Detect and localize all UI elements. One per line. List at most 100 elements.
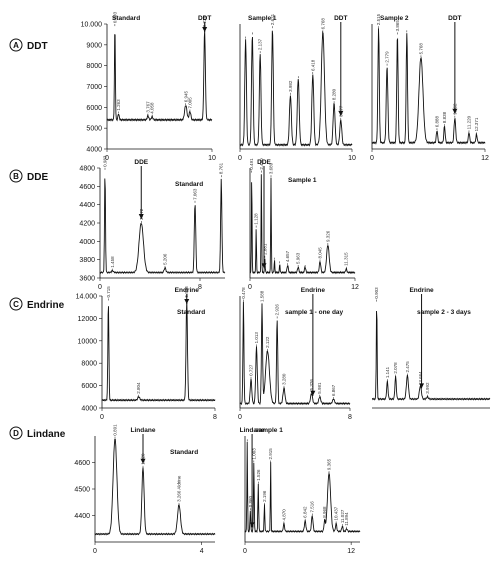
y-tick-label: 4000 xyxy=(86,147,102,154)
row-letter: C xyxy=(13,300,19,309)
peak-label: 8.761 xyxy=(219,162,224,174)
row-letter-circle xyxy=(9,38,23,52)
chromatogram-trace xyxy=(239,301,351,406)
peak-label: 3.280 xyxy=(282,373,287,385)
y-tick-label: 3800 xyxy=(79,257,95,264)
peak-label: 2.621 xyxy=(270,13,275,25)
peak-label: 2.196 xyxy=(262,490,267,502)
row-letter: B xyxy=(13,172,19,181)
peak-label: 4.657 xyxy=(285,250,290,262)
arrow-head xyxy=(452,108,458,114)
peak-label: 6.768 xyxy=(320,18,325,30)
peak-label: 2.078 xyxy=(393,362,398,374)
peak-label: 1.526 xyxy=(256,469,261,481)
peak-label: 0.993 xyxy=(112,11,117,23)
peak-label: 8.045 xyxy=(318,247,323,259)
chromatogram-trace xyxy=(371,28,486,145)
peak-label: 3.982 xyxy=(288,80,293,92)
chromatogram-trace xyxy=(94,438,216,536)
y-tick-label: 4000 xyxy=(81,406,97,413)
peak-label: 4.870 xyxy=(281,509,286,521)
y-tick-label: 8000 xyxy=(86,63,102,70)
chromatogram-trace xyxy=(372,310,491,401)
peak-label: 5.768 xyxy=(418,43,423,55)
peak-label: 11.315 xyxy=(344,252,349,266)
x-tick-label: 8 xyxy=(198,284,202,291)
x-tick-label: 0 xyxy=(243,548,247,555)
chromatogram-trace xyxy=(106,30,213,122)
peak-label: 8.968 xyxy=(322,506,327,518)
y-tick-label: 6000 xyxy=(86,105,102,112)
row-letter: D xyxy=(13,429,19,438)
x-tick-label: 0 xyxy=(248,284,252,291)
y-tick-label: 6000 xyxy=(81,383,97,390)
peak-label: 7.005 xyxy=(187,97,192,109)
x-tick-label: 8 xyxy=(213,414,217,421)
y-tick-label: 4400 xyxy=(74,513,90,520)
panel-title: Sample 2 xyxy=(380,15,409,22)
peak-label: 8.280 xyxy=(332,88,337,100)
arrow-label: DDT xyxy=(198,15,211,22)
x-tick-label: 0 xyxy=(238,414,242,421)
arrow-head xyxy=(338,110,344,116)
x-tick-label: 0 xyxy=(105,155,109,162)
y-tick-label: 10.000 xyxy=(81,22,103,29)
x-tick-label: 12 xyxy=(481,155,489,162)
panel-title: Sample 1 xyxy=(248,15,277,22)
panel-title: Sample 1 xyxy=(288,177,317,184)
peak-label: 2.137 xyxy=(258,38,263,50)
chromatogram-trace xyxy=(101,300,216,402)
peak-label: 2.779 xyxy=(385,51,390,63)
arrow-head xyxy=(138,214,144,219)
peak-label: 3.992 xyxy=(425,382,430,394)
x-tick-label: 8 xyxy=(348,414,352,421)
row-name: Endrine xyxy=(27,300,65,311)
peak-label: 11.894 xyxy=(344,512,349,526)
peak-label: 7.063 xyxy=(193,188,198,200)
peak-label: 0.478 xyxy=(241,287,246,299)
peak-label: 0.983 xyxy=(103,155,108,167)
x-tick-label: 12 xyxy=(351,284,359,291)
x-tick-label: 0 xyxy=(98,284,102,291)
chromatogram-trace xyxy=(249,174,356,275)
row-letter-circle xyxy=(9,426,23,440)
peak-label: 5.936 xyxy=(184,286,189,298)
peak-label: 0.860 xyxy=(248,495,253,507)
y-tick-label: 9000 xyxy=(86,42,102,49)
peak-label: 1.128 xyxy=(254,213,259,225)
peak-label: 11.027 xyxy=(340,509,345,523)
x-tick-label: 0 xyxy=(370,155,374,162)
y-tick-label: 4600 xyxy=(79,184,95,191)
x-tick-label: 4 xyxy=(200,548,204,555)
peak-label: 6.418 xyxy=(310,59,315,71)
peak-label: 6.842 xyxy=(303,506,308,518)
y-tick-label: 12000 xyxy=(78,316,98,323)
arrow-label: Endrine xyxy=(301,287,326,294)
peak-label: 3.767 xyxy=(145,101,150,113)
peak-label: 2.926 xyxy=(275,304,280,316)
peak-label: 2.475 xyxy=(405,361,410,373)
peak-label: 6.945 xyxy=(183,90,188,102)
chromatogram-trace xyxy=(244,441,361,534)
arrow-head xyxy=(419,383,425,389)
y-tick-label: 4200 xyxy=(79,221,95,228)
row-name: Lindane xyxy=(27,429,66,440)
peak-label: 9.238 xyxy=(202,15,207,27)
peak-label: 2.122 xyxy=(265,336,270,348)
peak-label: 1.263 xyxy=(116,99,121,111)
peak-label: 4.058 xyxy=(150,102,155,114)
peak-label: 3.664 xyxy=(418,371,423,383)
y-tick-label: 10000 xyxy=(78,338,98,345)
peak-label: 11.220 xyxy=(466,115,471,129)
panel-title: sample 2 - 3 days xyxy=(417,309,471,316)
peak-label: 2.515 xyxy=(376,13,381,25)
peak-label: 6.888 xyxy=(434,115,439,127)
peak-label: 1.013 xyxy=(254,332,259,344)
peak-label: 1.588 xyxy=(260,290,265,302)
peak-label: 10.437 xyxy=(334,506,339,520)
peak-label: 3.689 xyxy=(269,162,274,174)
arrow-head xyxy=(261,263,267,269)
x-tick-label: 12 xyxy=(347,548,355,555)
